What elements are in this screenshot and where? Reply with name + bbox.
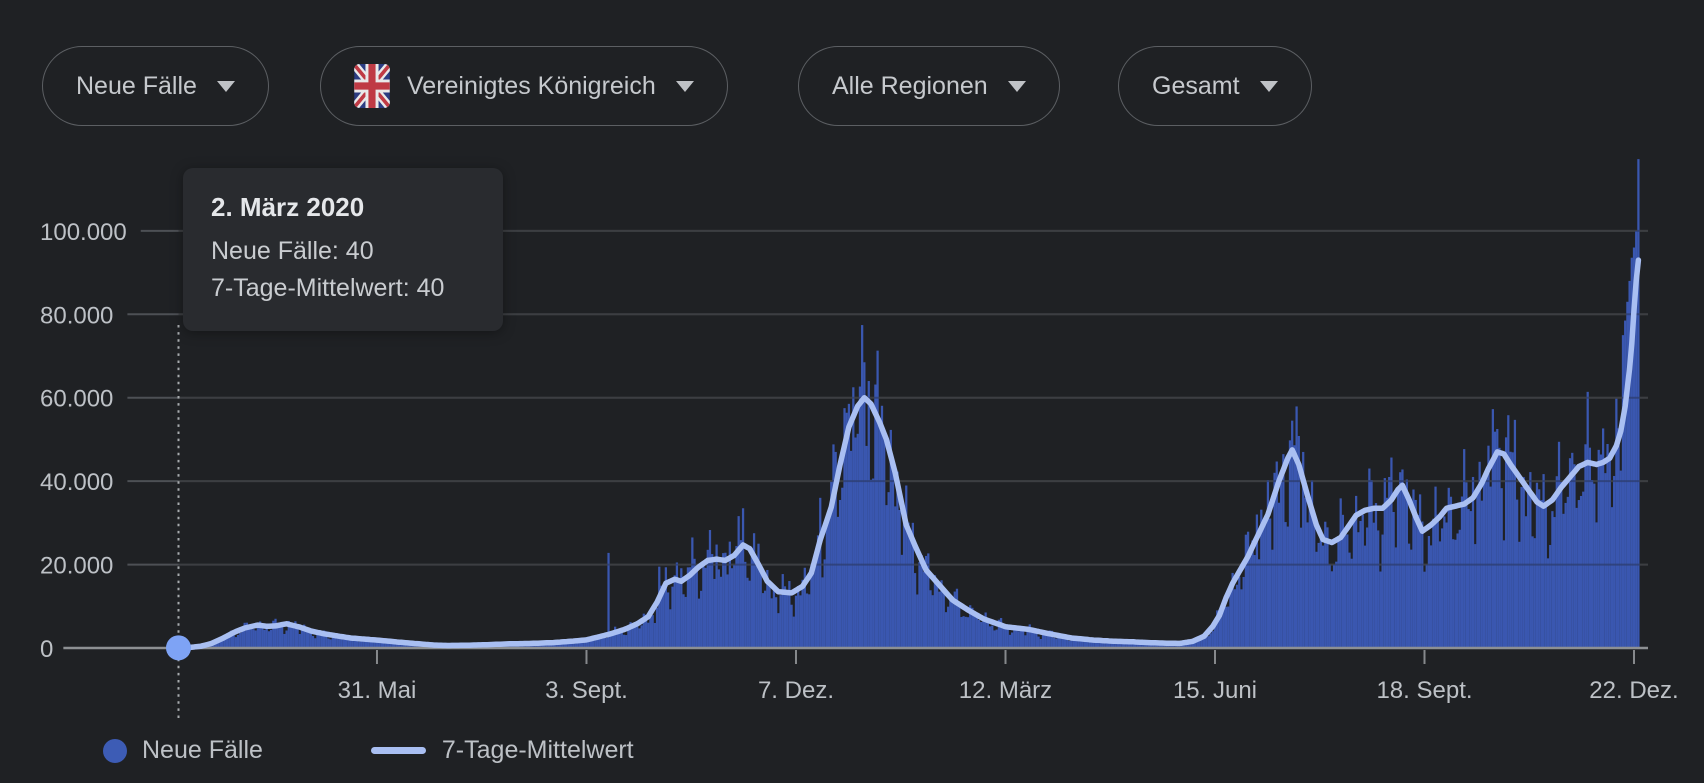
svg-text:0: 0	[40, 636, 53, 663]
metric-dropdown-label: Neue Fälle	[76, 71, 197, 100]
svg-text:7. Dez.: 7. Dez.	[758, 677, 834, 704]
legend-dot-marker	[103, 738, 127, 763]
chevron-down-icon	[216, 80, 235, 92]
svg-text:60.000: 60.000	[40, 386, 113, 413]
chart-tooltip: 2. März 2020 Neue Fälle: 40 7-Tage-Mitte…	[183, 168, 503, 331]
svg-text:3. Sept.: 3. Sept.	[545, 677, 628, 704]
legend-new-cases-label: Neue Fälle	[142, 736, 263, 764]
tooltip-new-cases: Neue Fälle: 40	[211, 237, 374, 265]
region-dropdown[interactable]: Alle Regionen	[798, 46, 1060, 126]
chart-legend: Neue Fälle 7-Tage-Mittelwert	[103, 736, 634, 765]
scope-dropdown[interactable]: Gesamt	[1118, 46, 1312, 126]
uk-flag-icon	[354, 64, 390, 108]
svg-text:100.000: 100.000	[40, 219, 127, 246]
legend-line-marker	[370, 747, 426, 754]
country-dropdown-label: Vereinigtes Königreich	[407, 71, 656, 100]
tooltip-date: 2. März 2020	[211, 192, 365, 222]
svg-text:40.000: 40.000	[40, 469, 113, 496]
region-dropdown-label: Alle Regionen	[832, 71, 988, 100]
svg-text:18. Sept.: 18. Sept.	[1376, 677, 1472, 704]
country-dropdown[interactable]: Vereinigtes Königreich	[320, 46, 728, 126]
chevron-down-icon	[1007, 80, 1026, 92]
tooltip-7day-avg: 7-Tage-Mittelwert: 40	[211, 274, 445, 302]
svg-text:15. Juni: 15. Juni	[1173, 677, 1257, 704]
metric-dropdown[interactable]: Neue Fälle	[42, 46, 269, 126]
chevron-down-icon	[1259, 80, 1278, 92]
legend-avg-label: 7-Tage-Mittelwert	[441, 736, 634, 764]
svg-text:22. Dez.: 22. Dez.	[1589, 677, 1678, 704]
svg-text:31. Mai: 31. Mai	[338, 677, 417, 704]
scope-dropdown-label: Gesamt	[1152, 71, 1240, 100]
svg-text:12. März: 12. März	[959, 677, 1052, 704]
svg-text:20.000: 20.000	[40, 553, 113, 580]
svg-text:80.000: 80.000	[40, 302, 113, 329]
chevron-down-icon	[675, 80, 694, 92]
